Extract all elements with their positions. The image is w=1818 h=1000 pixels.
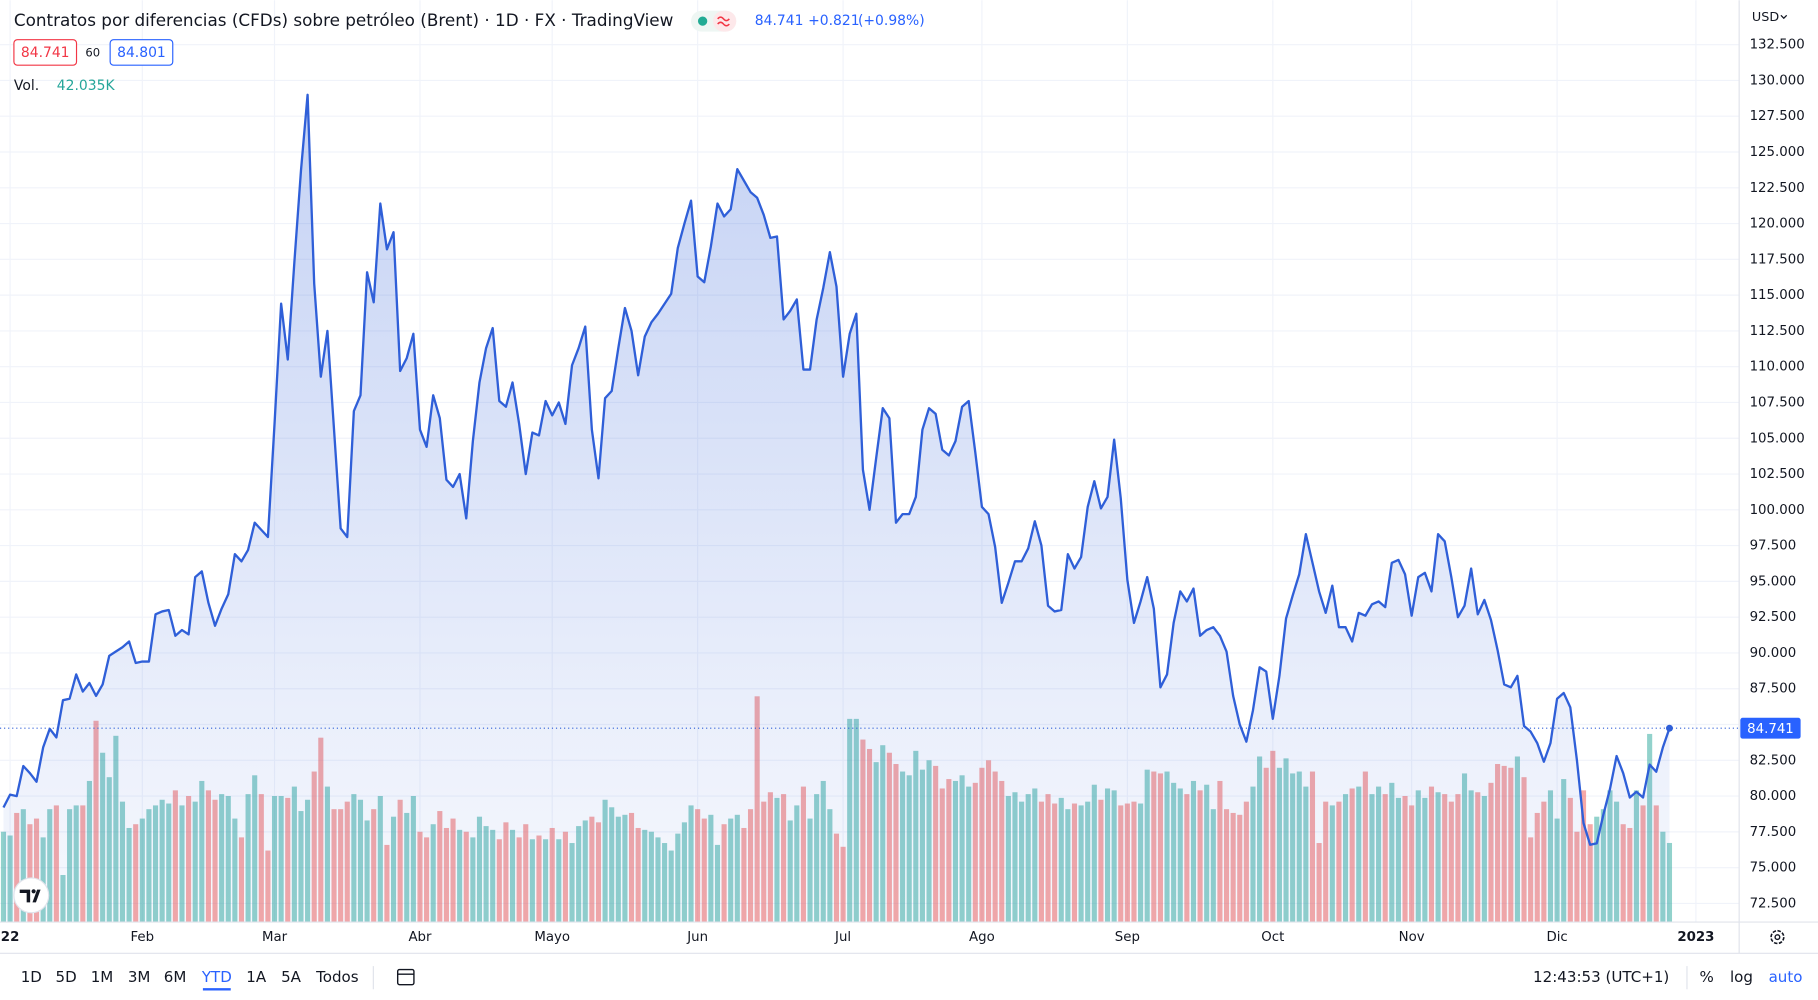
delay-badge (713, 10, 737, 32)
x-tick-label: Mar (262, 930, 288, 945)
volume-legend-value: 42.035K (57, 78, 116, 94)
settings-icon-center (1774, 934, 1781, 941)
y-tick-label: 97.500 (1750, 539, 1797, 554)
logo-dot (31, 889, 36, 894)
range-button[interactable]: 5D (55, 968, 76, 986)
scale-option[interactable]: log (1730, 968, 1753, 986)
date-range-icon[interactable] (396, 968, 415, 986)
range-button-active[interactable]: YTD (201, 968, 232, 986)
delay-icon (717, 16, 730, 27)
y-tick-label: 87.500 (1750, 682, 1797, 697)
x-tick-label: Nov (1399, 930, 1425, 945)
last-price-tag (1740, 717, 1801, 739)
price-change: +0.821 (808, 13, 859, 29)
currency[interactable]: USD (1752, 10, 1779, 25)
y-tick-label: 117.500 (1750, 252, 1805, 267)
bid-box[interactable] (13, 39, 78, 66)
range-button[interactable]: 1D (21, 968, 42, 986)
last-price-label: 84.741 (1747, 722, 1794, 737)
y-tick-label: 115.000 (1750, 288, 1805, 303)
price-change-percent: (+0.98%) (858, 13, 925, 29)
x-tick-label: Jul (834, 930, 851, 945)
x-tick-label: Dic (1546, 930, 1567, 945)
logo[interactable] (13, 877, 50, 914)
range-button[interactable]: 1M (91, 968, 114, 986)
scale-option-active[interactable]: auto (1769, 968, 1803, 986)
y-tick-label: 75.000 (1750, 861, 1797, 876)
y-tick-label: 100.000 (1750, 503, 1805, 518)
volume-legend-name: Vol. (14, 78, 39, 94)
spread: 60 (85, 46, 100, 60)
bid-price: 84.741 (21, 45, 70, 61)
y-tick-label: 122.500 (1750, 181, 1805, 196)
range-button[interactable]: 3M (128, 968, 151, 986)
y-tick-label: 77.500 (1750, 825, 1797, 840)
ask-box[interactable] (109, 39, 174, 66)
settings-icon[interactable] (1770, 929, 1785, 945)
y-tick-label: 72.500 (1750, 896, 1797, 911)
price-layer (0, 93, 1740, 923)
y-tick-label: 95.000 (1750, 574, 1797, 589)
x-tick-label: Jun (686, 930, 708, 945)
y-tick-label: 82.500 (1750, 753, 1797, 768)
volume-bar (1666, 842, 1673, 923)
x-tick-label: Oct (1261, 930, 1284, 945)
volume-bar (0, 831, 7, 923)
last-price: 84.741 (755, 13, 804, 29)
y-tick-label: 125.000 (1750, 145, 1805, 160)
y-tick-label: 102.500 (1750, 467, 1805, 482)
y-tick-label: 110.000 (1750, 360, 1805, 375)
y-tick-label: 132.500 (1750, 38, 1805, 53)
y-tick-label: 112.500 (1750, 324, 1805, 339)
chart-title: Contratos por diferencias (CFDs) sobre p… (14, 10, 674, 30)
y-tick-label: 120.000 (1750, 217, 1805, 232)
y-tick-label: 127.500 (1750, 109, 1805, 124)
x-tick-label: 22 (1, 930, 20, 945)
y-tick-label: 90.000 (1750, 646, 1797, 661)
y-tick-label: 92.500 (1750, 610, 1797, 625)
x-tick-label: Sep (1115, 930, 1140, 945)
x-tick-label: Feb (131, 930, 155, 945)
last-point (1666, 724, 1673, 732)
clock[interactable]: 12:43:53 (UTC+1) (1533, 968, 1669, 986)
range-toolbar: 1D 5D 1M 3M 6M YTD 1A 5A Todos 12:43:53 … (21, 966, 1803, 991)
y-tick-label: 105.000 (1750, 431, 1805, 446)
y-tick-label: 130.000 (1750, 73, 1805, 88)
price-line (2, 93, 1671, 846)
x-tick-label: Ago (969, 930, 995, 945)
y-tick-label: 80.000 (1750, 789, 1797, 804)
range-button[interactable]: 1A (246, 968, 267, 986)
x-tick-label: 2023 (1677, 930, 1714, 945)
currency-caret (1780, 14, 1788, 20)
logo-mark (19, 889, 41, 903)
scale-option[interactable]: % (1700, 968, 1714, 986)
x-tick-label: Mayo (534, 930, 570, 945)
ask-price: 84.801 (117, 45, 166, 61)
range-button[interactable]: 5A (281, 968, 302, 986)
x-tick-label: Abr (408, 930, 432, 945)
axes: 72.50075.00077.50080.00082.50085.00087.5… (1, 38, 1805, 945)
range-button[interactable]: Todos (315, 968, 359, 986)
market-status-dot (697, 16, 708, 26)
y-tick-label: 107.500 (1750, 395, 1805, 410)
range-button[interactable]: 6M (164, 968, 187, 986)
